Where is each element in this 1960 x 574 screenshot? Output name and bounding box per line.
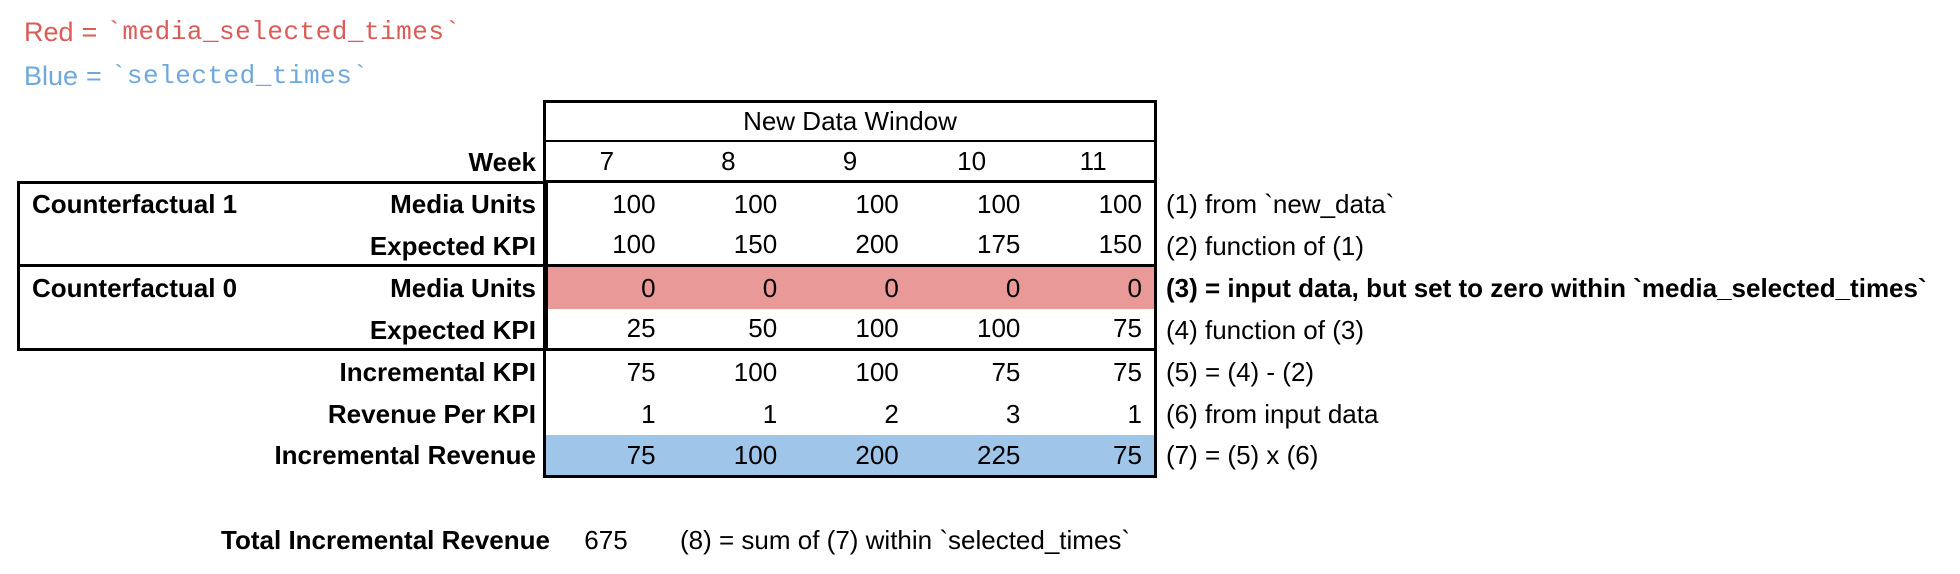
value-cell: 2	[884, 398, 899, 429]
table-row-media-units-cf1: 100 100 100 100 100	[546, 183, 1154, 225]
value-cell: 1	[641, 398, 656, 429]
value-cell: 75	[1113, 356, 1142, 387]
row-label-media-units-cf1: Media Units	[390, 188, 536, 219]
value-cell: 225	[976, 439, 1021, 470]
annotation-3: (3) = input data, but set to zero within…	[1166, 272, 1927, 303]
value-cell: 100	[855, 356, 899, 387]
value-cell: 200	[855, 439, 899, 470]
new-data-window-header: New Data Window	[743, 106, 957, 136]
value-cell: 100	[612, 229, 656, 259]
annotation-6: (6) from input data	[1166, 398, 1379, 429]
value-cell: 175	[976, 229, 1021, 259]
group-label-counterfactual-1: Counterfactual 1	[32, 188, 238, 219]
value-cell: 1	[762, 398, 778, 429]
annotation-1: (1) from `new_data`	[1166, 188, 1395, 219]
week-cell: 7	[599, 145, 615, 176]
legend-equals: =	[81, 16, 98, 47]
value-cell: 100	[1098, 188, 1142, 219]
group-label-counterfactual-0: Counterfactual 0	[32, 272, 238, 303]
value-cell: 25	[626, 313, 656, 343]
legend-color-name: Red	[24, 16, 74, 47]
counterfactual-boxes-divider	[17, 264, 548, 267]
week-cell: 8	[721, 145, 736, 176]
value-cell: 0	[1127, 272, 1142, 303]
legend-code-media-selected-times: `media_selected_times`	[106, 17, 461, 47]
annotation-8: (8) = sum of (7) within `selected_times`	[680, 524, 1131, 555]
value-cell: 75	[626, 439, 656, 470]
row-label-media-units-cf0: Media Units	[390, 272, 536, 303]
value-cell: 0	[884, 272, 899, 303]
row-label-expected-kpi-cf1: Expected KPI	[369, 230, 536, 261]
legend-code-selected-times: `selected_times`	[110, 61, 369, 91]
value-cell: 75	[1113, 439, 1142, 470]
value-cell: 100	[733, 356, 778, 387]
total-incremental-revenue-label: Total Incremental Revenue	[221, 524, 550, 555]
total-incremental-revenue-value: 675	[584, 524, 628, 555]
value-cell: 100	[733, 439, 778, 470]
table-header-row: New Data Window	[546, 103, 1154, 142]
table-row-incremental-revenue-highlight-blue: 75 100 200 225 75	[546, 435, 1154, 475]
legend-equals: =	[86, 60, 102, 91]
table-row-incremental-kpi: 75 100 100 75 75	[546, 351, 1154, 393]
value-cell: 50	[748, 313, 778, 343]
value-cell: 100	[855, 313, 899, 343]
week-cell: 10	[957, 145, 987, 176]
value-cell: 75	[626, 356, 656, 387]
annotation-4: (4) function of (3)	[1166, 314, 1364, 345]
annotation-5: (5) = (4) - (2)	[1166, 356, 1315, 387]
value-cell: 75	[1113, 313, 1142, 343]
row-label-week: Week	[468, 147, 536, 177]
week-cell: 9	[842, 145, 858, 176]
value-cell: 200	[855, 229, 899, 259]
value-cell: 75	[991, 356, 1021, 387]
value-cell: 0	[762, 272, 778, 303]
table-row-expected-kpi-cf0: 25 50 100 100 75	[546, 309, 1154, 351]
legend-color-name: Blue	[24, 60, 79, 91]
color-legend: Red = `media_selected_times` Blue = `sel…	[24, 10, 461, 98]
legend-entry-blue: Blue = `selected_times`	[24, 54, 461, 98]
row-label-incremental-revenue: Incremental Revenue	[274, 439, 536, 470]
row-label-incremental-kpi: Incremental KPI	[339, 356, 536, 387]
table-row-revenue-per-kpi: 1 1 2 3 1	[546, 393, 1154, 435]
table-row-media-units-cf0-highlight-red: 0 0 0 0 0	[546, 267, 1154, 309]
value-cell: 150	[733, 229, 778, 259]
value-cell: 3	[1005, 398, 1021, 429]
row-label-revenue-per-kpi: Revenue Per KPI	[327, 398, 536, 429]
data-table: New Data Window 7 8 9 10 11 100 100 100 …	[543, 100, 1157, 478]
value-cell: 0	[641, 272, 656, 303]
value-cell: 100	[612, 188, 656, 219]
row-label-expected-kpi-cf0: Expected KPI	[369, 314, 536, 345]
value-cell: 150	[1098, 229, 1142, 259]
value-cell: 0	[1005, 272, 1021, 303]
value-cell: 1	[1127, 398, 1142, 429]
annotation-2: (2) function of (1)	[1166, 230, 1364, 261]
table-row-expected-kpi-cf1: 100 150 200 175 150	[546, 225, 1154, 267]
value-cell: 100	[855, 188, 899, 219]
week-cell: 11	[1079, 145, 1107, 176]
value-cell: 100	[976, 313, 1021, 343]
value-cell: 100	[733, 188, 778, 219]
annotation-7: (7) = (5) x (6)	[1166, 439, 1319, 470]
value-cell: 100	[976, 188, 1021, 219]
week-number-row: 7 8 9 10 11	[546, 142, 1154, 183]
legend-entry-red: Red = `media_selected_times`	[24, 10, 461, 54]
